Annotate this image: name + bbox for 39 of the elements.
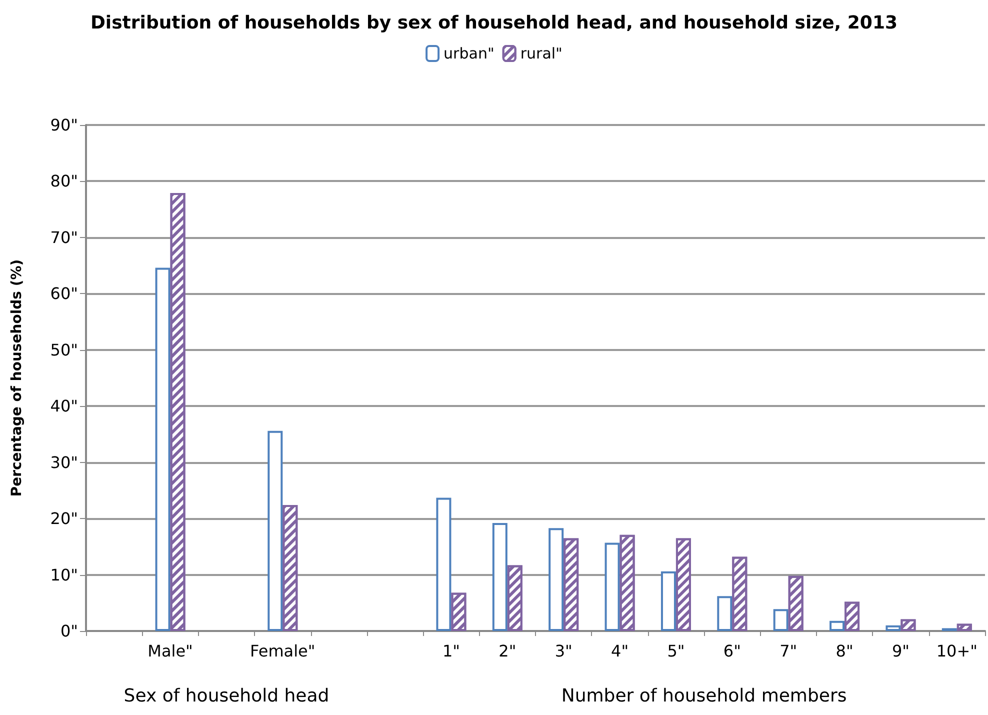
bar	[886, 625, 901, 631]
y-tick-label: 30"	[50, 452, 78, 472]
text: Sex of household head	[124, 686, 330, 706]
bar	[155, 268, 170, 631]
text: Number of household members	[561, 686, 847, 706]
x-tick-label: 9"	[892, 642, 910, 660]
bar	[660, 571, 676, 631]
y-tick-label: 0"	[60, 622, 78, 640]
y-tick-label: 70"	[50, 228, 78, 247]
bar	[492, 523, 508, 631]
x-tick-label: 2"	[498, 642, 516, 660]
y-tick-label: 20"	[50, 509, 78, 528]
x-tick-label: 7"	[780, 642, 798, 660]
x-tick-label: 1"	[442, 642, 460, 660]
x-tick-label: 8"	[836, 642, 854, 660]
y-axis-title: Percentage of households (%)	[9, 259, 25, 497]
bar	[548, 528, 564, 631]
x-tick-label: Female"	[250, 642, 316, 660]
y-tick-label: 90"	[50, 116, 78, 134]
y-tick-label: 80"	[50, 172, 78, 191]
bar	[830, 620, 845, 631]
bar	[773, 609, 788, 631]
x-tick-label: 6"	[723, 642, 741, 660]
bar	[436, 498, 452, 631]
x-tick-label: Male"	[148, 642, 193, 660]
bar	[268, 430, 283, 631]
y-tick-label: 40"	[50, 396, 78, 416]
y-tick-label: 10"	[50, 565, 78, 584]
y-tick-label: 50"	[50, 340, 78, 360]
y-tick-label: 60"	[50, 284, 78, 304]
x-tick-label: 10+"	[936, 642, 978, 660]
legend-label: rural"	[520, 44, 562, 62]
x-tick-label: 3"	[554, 642, 572, 660]
x-tick-label: 4"	[611, 642, 629, 660]
bar	[604, 542, 620, 631]
bar	[717, 596, 732, 631]
x-tick-label: 5"	[667, 642, 685, 660]
chart-title: Distribution of households by sex of household head, and household size, 2013	[90, 12, 898, 34]
legend-label: urban"	[444, 44, 494, 62]
